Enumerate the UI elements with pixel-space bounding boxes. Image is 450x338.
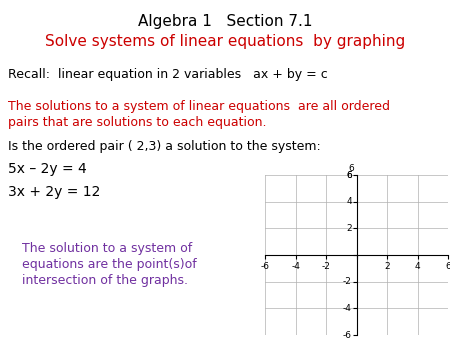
Text: 3x + 2y = 12: 3x + 2y = 12	[8, 185, 100, 199]
Text: 4: 4	[346, 197, 352, 206]
Text: 6: 6	[346, 170, 352, 179]
Text: -4: -4	[343, 304, 352, 313]
Text: Is the ordered pair ( 2,3) a solution to the system:: Is the ordered pair ( 2,3) a solution to…	[8, 140, 321, 153]
Text: -2: -2	[343, 277, 352, 286]
Text: -4: -4	[291, 262, 300, 271]
Text: The solutions to a system of linear equations  are all ordered: The solutions to a system of linear equa…	[8, 100, 390, 113]
Text: 2: 2	[384, 262, 390, 271]
Text: 5x – 2y = 4: 5x – 2y = 4	[8, 162, 87, 176]
Text: 4: 4	[415, 262, 420, 271]
Text: Solve systems of linear equations  by graphing: Solve systems of linear equations by gra…	[45, 34, 405, 49]
Text: 6: 6	[445, 262, 450, 271]
Text: -2: -2	[322, 262, 330, 271]
Text: The solution to a system of: The solution to a system of	[22, 242, 192, 255]
Text: 2: 2	[346, 224, 352, 233]
Text: 6: 6	[346, 170, 352, 179]
Text: 6: 6	[348, 164, 354, 173]
Text: Algebra 1   Section 7.1: Algebra 1 Section 7.1	[138, 14, 312, 29]
Text: -6: -6	[343, 331, 352, 338]
Text: -6: -6	[261, 262, 270, 271]
Text: Recall:  linear equation in 2 variables   ax + by = c: Recall: linear equation in 2 variables a…	[8, 68, 328, 81]
Text: equations are the point(s)of: equations are the point(s)of	[22, 258, 197, 271]
Text: intersection of the graphs.: intersection of the graphs.	[22, 274, 188, 287]
Text: pairs that are solutions to each equation.: pairs that are solutions to each equatio…	[8, 116, 266, 129]
